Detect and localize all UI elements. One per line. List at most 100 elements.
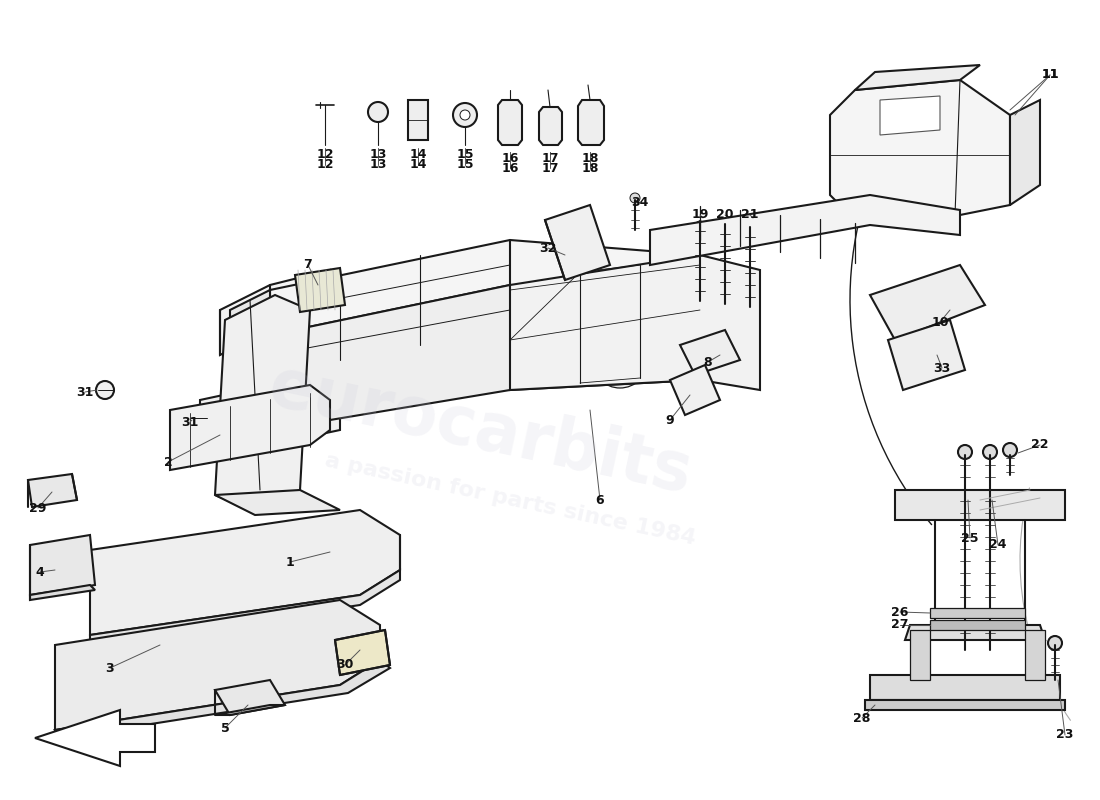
Text: 28: 28 <box>854 711 871 725</box>
Polygon shape <box>90 510 400 635</box>
Circle shape <box>355 645 365 655</box>
Text: 12: 12 <box>317 149 333 162</box>
Text: 33: 33 <box>934 362 950 374</box>
Text: 32: 32 <box>539 242 557 254</box>
Polygon shape <box>230 290 270 450</box>
Circle shape <box>592 332 648 388</box>
Text: 30: 30 <box>337 658 354 671</box>
Polygon shape <box>910 630 930 680</box>
Text: 7: 7 <box>304 258 312 271</box>
Polygon shape <box>905 625 1045 640</box>
Text: 15: 15 <box>456 158 474 171</box>
Polygon shape <box>544 205 610 280</box>
Text: 14: 14 <box>409 149 427 162</box>
Polygon shape <box>55 600 380 730</box>
Text: 27: 27 <box>891 618 909 631</box>
Text: 9: 9 <box>666 414 674 426</box>
Text: 4: 4 <box>35 566 44 578</box>
Text: 17: 17 <box>541 151 559 165</box>
Circle shape <box>1003 443 1018 457</box>
Circle shape <box>245 610 255 620</box>
Polygon shape <box>855 65 980 90</box>
Polygon shape <box>90 570 400 645</box>
Text: 31: 31 <box>182 415 199 429</box>
Polygon shape <box>170 385 330 470</box>
Polygon shape <box>680 330 740 375</box>
Text: 34: 34 <box>631 195 649 209</box>
Text: 24: 24 <box>989 538 1006 551</box>
Polygon shape <box>880 96 940 135</box>
Text: 10: 10 <box>932 315 948 329</box>
Text: 1: 1 <box>286 555 295 569</box>
Text: 12: 12 <box>317 158 333 171</box>
Circle shape <box>453 103 477 127</box>
Polygon shape <box>408 100 428 140</box>
Text: 16: 16 <box>502 162 519 174</box>
Text: 26: 26 <box>891 606 909 618</box>
Circle shape <box>368 102 388 122</box>
Polygon shape <box>930 608 1025 618</box>
Polygon shape <box>510 255 760 390</box>
Text: 2: 2 <box>164 455 173 469</box>
Text: 13: 13 <box>370 158 387 171</box>
Text: 6: 6 <box>596 494 604 506</box>
Text: 18: 18 <box>581 162 598 174</box>
Circle shape <box>205 598 214 608</box>
Circle shape <box>983 445 997 459</box>
Text: 22: 22 <box>1032 438 1048 451</box>
Text: 17: 17 <box>541 162 559 174</box>
Polygon shape <box>270 240 700 335</box>
Text: a passion for parts since 1984: a passion for parts since 1984 <box>322 451 697 549</box>
Polygon shape <box>888 320 965 390</box>
Polygon shape <box>930 620 1025 630</box>
Text: 31: 31 <box>76 386 94 398</box>
Text: 15: 15 <box>456 149 474 162</box>
Polygon shape <box>220 270 330 355</box>
Polygon shape <box>55 660 390 738</box>
Polygon shape <box>214 680 285 715</box>
Circle shape <box>630 193 640 203</box>
Polygon shape <box>270 285 700 430</box>
Circle shape <box>324 635 336 646</box>
Circle shape <box>695 221 705 231</box>
Text: 11: 11 <box>1042 69 1058 82</box>
Text: 5: 5 <box>221 722 230 734</box>
Polygon shape <box>295 268 345 312</box>
Circle shape <box>285 623 295 633</box>
Circle shape <box>460 110 470 120</box>
Circle shape <box>248 352 263 368</box>
Polygon shape <box>214 705 285 715</box>
Polygon shape <box>1010 100 1040 205</box>
Text: 23: 23 <box>1056 729 1074 742</box>
Text: 29: 29 <box>30 502 46 514</box>
Polygon shape <box>895 490 1065 520</box>
Polygon shape <box>336 630 390 675</box>
Polygon shape <box>870 675 1060 700</box>
Text: 16: 16 <box>502 151 519 165</box>
Polygon shape <box>578 100 604 145</box>
Polygon shape <box>214 295 310 510</box>
Circle shape <box>900 165 940 205</box>
Polygon shape <box>865 700 1065 710</box>
Polygon shape <box>539 107 562 145</box>
Text: 19: 19 <box>691 209 708 222</box>
Polygon shape <box>35 710 155 766</box>
Polygon shape <box>650 195 960 265</box>
Circle shape <box>248 412 263 428</box>
Circle shape <box>96 381 114 399</box>
Circle shape <box>958 445 972 459</box>
Text: 13: 13 <box>370 149 387 162</box>
Circle shape <box>720 224 730 234</box>
Text: 14: 14 <box>409 158 427 171</box>
Text: 3: 3 <box>106 662 114 674</box>
Text: 8: 8 <box>704 355 713 369</box>
Text: 11: 11 <box>1042 69 1058 82</box>
Circle shape <box>189 409 207 427</box>
Polygon shape <box>870 265 984 340</box>
Circle shape <box>125 573 135 582</box>
Polygon shape <box>1025 630 1045 680</box>
Circle shape <box>745 227 755 237</box>
Text: eurocarbits: eurocarbits <box>263 353 697 507</box>
Polygon shape <box>200 370 340 460</box>
Text: 18: 18 <box>581 151 598 165</box>
